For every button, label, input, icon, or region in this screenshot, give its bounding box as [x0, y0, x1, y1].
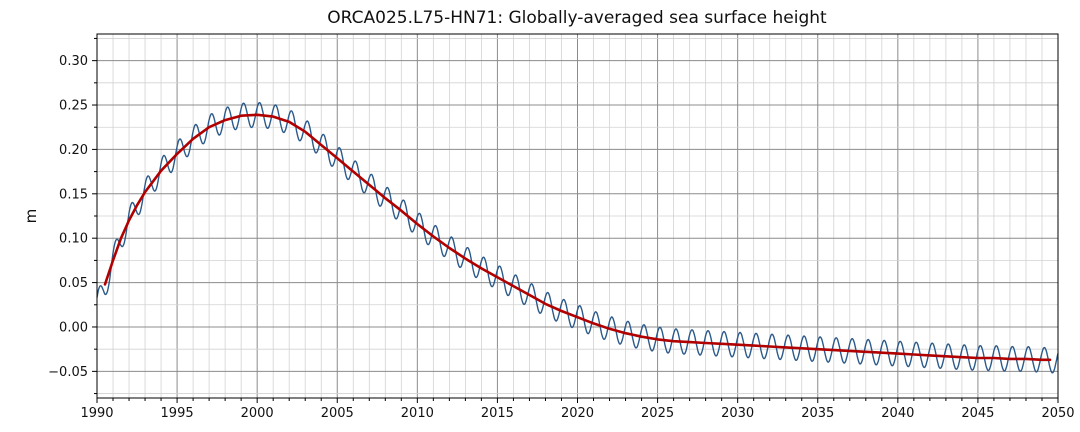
- x-tick-label: 1990: [80, 406, 113, 421]
- x-tick-label: 2045: [961, 406, 994, 421]
- x-tick-label: 2040: [881, 406, 914, 421]
- y-tick-label: 0.10: [59, 232, 88, 247]
- smoothed-ssh-line: [103, 113, 1052, 362]
- x-tick-label: 2030: [721, 406, 754, 421]
- x-tick-label: 2000: [241, 406, 274, 421]
- monthly-ssh-line: [96, 101, 1059, 374]
- x-tick-label: 2035: [801, 406, 834, 421]
- y-tick-label: 0.30: [59, 54, 88, 69]
- y-tick-label: 0.05: [59, 276, 88, 291]
- y-axis-label: m: [22, 209, 40, 224]
- y-tick-label: 0.25: [59, 99, 88, 114]
- axis-layer: 1990 1995 2000 2005 2010 2015 2020 2025 2030 2035…: [48, 33, 1075, 421]
- y-tick-label: 0.15: [59, 187, 88, 202]
- x-tick-label: 2010: [401, 406, 434, 421]
- x-tick-label: 2015: [481, 406, 514, 421]
- series-layer: [96, 101, 1059, 374]
- x-tick-label: 2020: [561, 406, 594, 421]
- y-tick-label: 0.20: [59, 143, 88, 158]
- x-tick-label: 2025: [641, 406, 674, 421]
- y-tick-label: 0.00: [59, 320, 88, 335]
- grid-layer: [96, 34, 1059, 398]
- x-tick-label: 2050: [1041, 406, 1074, 421]
- x-tick-label: 2005: [321, 406, 354, 421]
- chart-title: ORCA025.L75-HN71: Globally-averaged sea …: [327, 8, 827, 28]
- y-tick-label: −0.05: [48, 365, 88, 380]
- x-tick-label: 1995: [161, 406, 194, 421]
